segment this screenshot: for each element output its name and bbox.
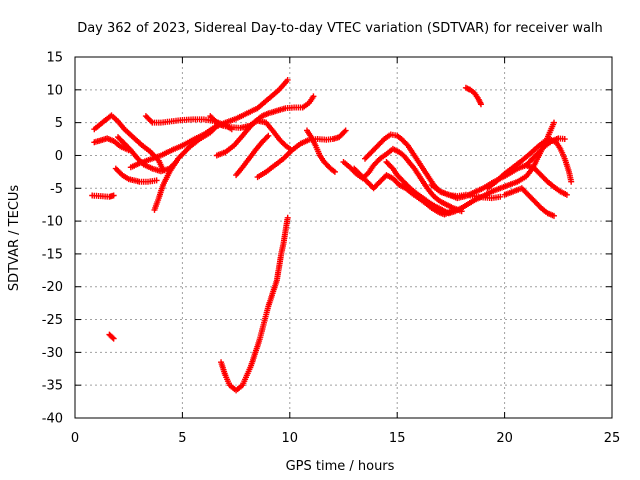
data-series-arc-22 [484, 136, 575, 192]
y-tick-label: -5 [50, 182, 63, 197]
y-tick-label: -10 [42, 215, 63, 230]
data-series-arc-04 [91, 112, 167, 173]
data-point-markers [233, 132, 272, 179]
y-tick-label: 0 [55, 149, 63, 164]
x-tick-label: 15 [389, 431, 406, 446]
data-series-arc-17 [351, 165, 454, 218]
y-tick-label: -30 [42, 346, 63, 361]
data-series-arc-21 [462, 84, 484, 108]
data-point-markers [484, 136, 575, 192]
data-series-arc-02 [106, 331, 117, 342]
y-tick-label: 15 [46, 51, 63, 66]
axis-ticks: 0 5 10 15 20 25 -40 -35 -30 -25 -20 -15 -10 -5 0 5 10 15 [42, 51, 621, 447]
data-series-arc-23 [501, 185, 558, 219]
data-point-markers [501, 185, 558, 219]
y-tick-label: 10 [46, 83, 63, 98]
data-point-markers [462, 84, 484, 108]
x-tick-label: 0 [71, 431, 79, 446]
plot-border [74, 56, 613, 419]
x-tick-label: 5 [178, 431, 186, 446]
data-point-markers [91, 135, 132, 154]
data-series-arc-14 [304, 127, 338, 175]
data-point-markers [304, 127, 338, 175]
data-point-markers [89, 192, 117, 200]
y-axis-label: SDTVAR / TECUs [7, 185, 22, 292]
data-series-arc-03 [91, 135, 132, 154]
y-tick-label: 5 [55, 116, 63, 131]
grid [75, 57, 612, 418]
x-tick-label: 20 [496, 431, 513, 446]
data-series-arc-13 [254, 127, 349, 181]
data-points [89, 76, 575, 394]
data-point-markers [207, 113, 295, 154]
data-series-arc-06 [112, 165, 160, 185]
data-series-arc-24 [523, 135, 568, 169]
x-tick-label: 25 [604, 431, 621, 446]
x-axis-label: GPS time / hours [286, 459, 395, 474]
y-tick-label: -25 [42, 313, 63, 328]
data-point-markers [218, 214, 291, 394]
data-series-arc-11 [207, 113, 295, 154]
data-point-markers [91, 112, 167, 173]
x-tick-label: 10 [282, 431, 299, 446]
data-point-markers [112, 165, 160, 185]
data-point-markers [351, 165, 454, 218]
y-tick-label: -20 [42, 280, 63, 295]
y-tick-label: -40 [42, 412, 63, 427]
y-tick-label: -15 [42, 247, 63, 262]
data-point-markers [254, 127, 349, 181]
y-tick-label: -35 [42, 379, 63, 394]
chart-title: Day 362 of 2023, Sidereal Day-to-day VTE… [77, 21, 603, 36]
data-series-arc-15 [218, 214, 291, 394]
data-series-arc-12 [233, 132, 272, 179]
data-series-arc-01 [89, 192, 117, 200]
data-point-markers [106, 331, 117, 342]
data-point-markers [523, 135, 568, 169]
